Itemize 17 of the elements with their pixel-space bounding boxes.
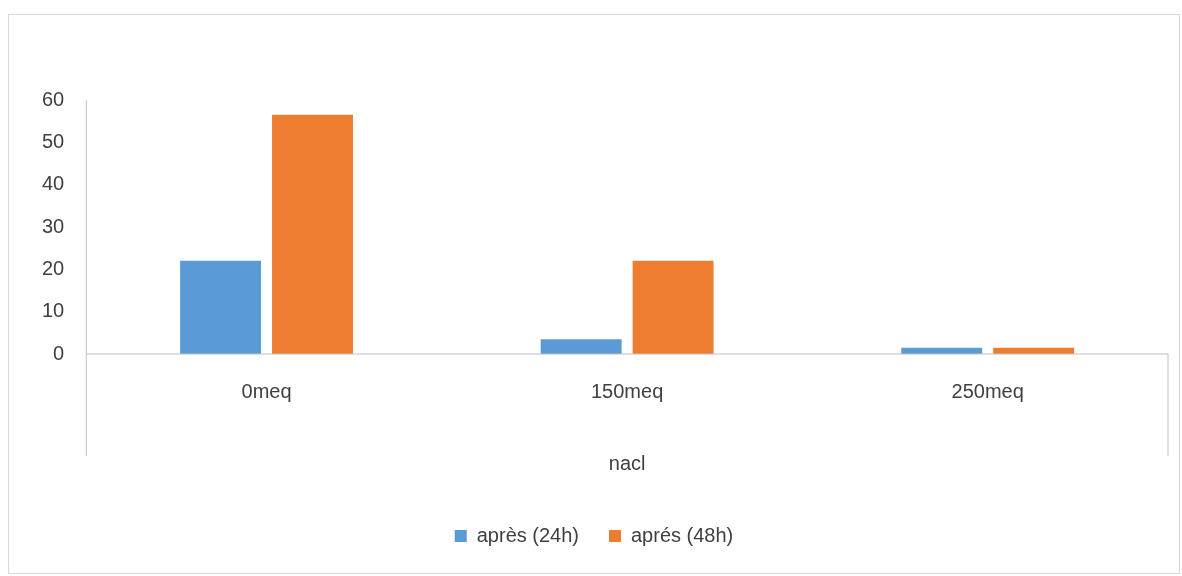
x-tick-label: 0meq: [241, 379, 292, 402]
legend-label: aprés (48h): [631, 523, 734, 546]
bar: [180, 260, 262, 354]
y-tick-label: 60: [42, 87, 65, 110]
y-tick-label: 20: [42, 256, 65, 279]
bar: [540, 339, 622, 354]
y-tick-label: 10: [42, 299, 65, 322]
y-tick-label: 50: [42, 129, 65, 152]
y-tick-label: 30: [42, 214, 65, 237]
bar: [632, 260, 714, 354]
x-tick-label: 150meq: [590, 379, 664, 402]
bar: [272, 114, 353, 354]
legend-label: après (24h): [476, 523, 580, 546]
x-axis-title: nacl: [608, 451, 646, 474]
x-tick-label: 250meq: [951, 379, 1024, 402]
y-tick-label: 0: [53, 341, 65, 364]
y-tick-label: 40: [42, 172, 65, 195]
